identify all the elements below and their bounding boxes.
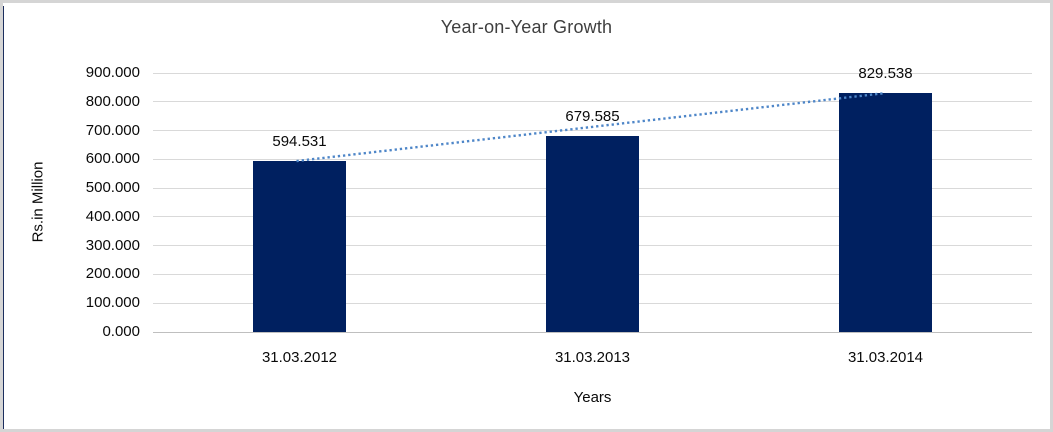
x-axis-line — [153, 331, 1032, 333]
y-tick-label: 900.000 — [85, 64, 140, 81]
y-tick-label: 800.000 — [85, 92, 140, 110]
y-tick-label: 100.000 — [85, 294, 140, 312]
bar — [546, 136, 639, 332]
y-tick-label: 500.000 — [85, 179, 140, 197]
bar — [839, 93, 932, 332]
x-tick-label: 31.03.2013 — [554, 349, 631, 366]
bar-value-label: 679.585 — [565, 108, 620, 126]
y-tick-label: 600.000 — [85, 150, 140, 168]
x-tick-label: 31.03.2012 — [261, 349, 338, 366]
left-border-accent — [3, 6, 4, 429]
y-tick-label: 0.000 — [102, 323, 140, 340]
y-tick-label: 700.000 — [85, 121, 140, 139]
y-tick-label: 300.000 — [85, 236, 140, 254]
y-tick-label: 400.000 — [85, 207, 140, 225]
gridline — [153, 72, 1032, 74]
bar-value-label: 594.531 — [272, 132, 327, 150]
chart-title: Year-on-Year Growth — [440, 17, 613, 37]
x-tick-label: 31.03.2014 — [847, 349, 924, 366]
y-tick-label: 200.000 — [85, 265, 140, 283]
x-axis-title: Years — [573, 389, 612, 406]
y-axis-title: Rs.in Million — [29, 161, 47, 243]
bar — [253, 160, 346, 332]
bar-value-label: 829.538 — [858, 65, 913, 83]
